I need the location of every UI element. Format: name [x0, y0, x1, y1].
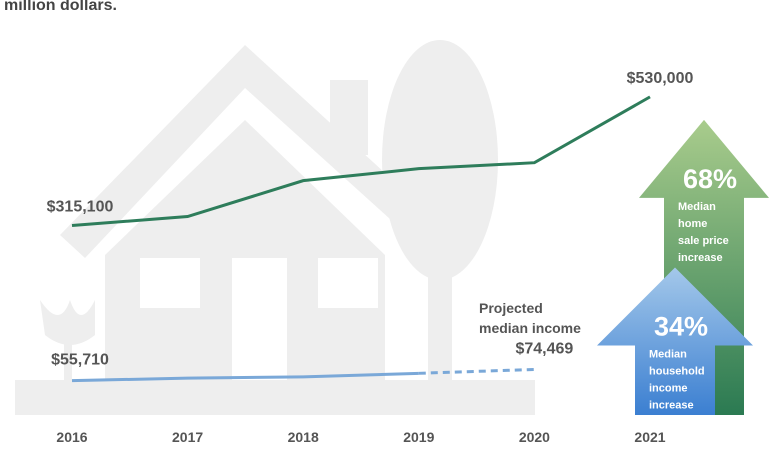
annotation: Projected: [479, 300, 543, 316]
line-projected: [418, 367, 535, 375]
arrow-text: household: [649, 365, 705, 377]
line: [71, 95, 651, 227]
x-tick-label: 2017: [172, 429, 203, 445]
data-label: $55,710: [51, 352, 109, 369]
house-background: [15, 40, 535, 415]
arrow-text: Median: [678, 201, 716, 213]
x-tick-label: 2019: [403, 429, 434, 445]
annotation: median income: [479, 320, 581, 336]
x-tick-label: 2018: [288, 429, 319, 445]
arrow-text: increase: [649, 399, 694, 411]
house-windows: [140, 258, 378, 380]
data-label: $74,469: [515, 340, 573, 357]
arrow-text: income: [649, 382, 688, 394]
arrow-text: sale price: [678, 235, 729, 247]
arrow-text: home: [678, 218, 707, 230]
x-tick-label: 2016: [56, 429, 87, 445]
arrow-percent: 34%: [654, 311, 708, 341]
data-label: $315,100: [47, 198, 114, 215]
data-label: $530,000: [627, 70, 694, 87]
arrow-text: Median: [649, 348, 687, 360]
x-tick-label: 2021: [634, 429, 665, 445]
x-tick-label: 2020: [519, 429, 550, 445]
subtitle: million dollars.: [4, 0, 117, 14]
arrow: [597, 267, 753, 415]
line: [71, 371, 419, 383]
arrow-percent: 68%: [683, 164, 737, 194]
arrow-text: increase: [678, 252, 723, 264]
